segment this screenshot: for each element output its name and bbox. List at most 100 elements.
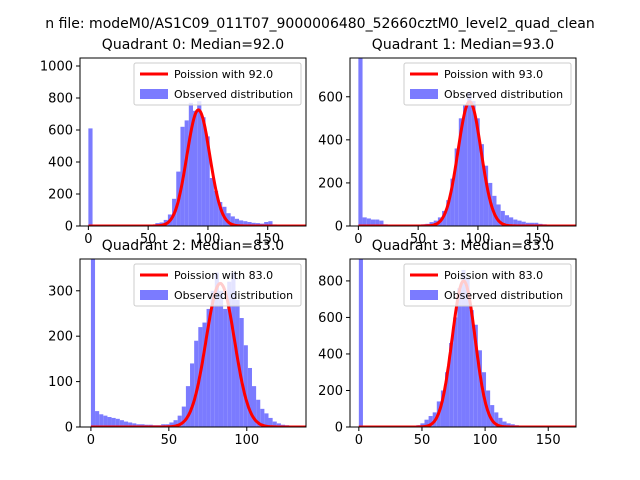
x-tick-label: 0 [355,433,363,448]
axes-frame [79,258,307,428]
hist-bar [272,421,277,427]
hist-bar [184,120,189,226]
legend-label-poisson: Poission with 93.0 [444,68,543,81]
y-tick-label: 0 [65,220,73,235]
legend: Poission with 93.0 Observed distribution [403,62,572,106]
legend-label-observed: Observed distribution [174,289,293,302]
hist-bar [467,92,472,226]
y-tick-label: 1000 [40,60,73,75]
x-tick-label: 100 [234,433,259,448]
hist-bar [247,222,252,226]
axes-frame [349,57,577,227]
legend-box [403,263,572,307]
hist-bar [450,178,455,226]
hist-bar [529,222,535,226]
hist-bar [483,165,489,226]
hist-bar [226,213,231,226]
hist-bar [243,345,248,427]
hist-bar [506,423,511,427]
legend: Poission with 92.0 Observed distribution [133,62,302,106]
hist-bar [227,281,232,427]
x-tick-label: 0 [354,232,362,247]
hist-bar [251,222,256,226]
hist-bar [268,221,273,226]
hist-bar [471,101,476,226]
y-tick-label: 0 [65,421,73,436]
x-tick-label: 50 [140,232,157,247]
hist-bar [370,219,376,226]
x-tick-label: 100 [196,232,221,247]
hist-bar [264,222,269,226]
hist-bar [440,390,446,427]
x-tick-label: 150 [255,232,280,247]
hist-bar [513,219,518,226]
hist-bar [504,215,510,226]
legend-label-observed: Observed distribution [444,289,563,302]
hist-bar [169,422,174,427]
y-tick-label: 800 [48,92,73,107]
hist-bar [494,412,499,427]
hist-bar [214,272,219,427]
hist-bar [473,324,478,427]
hist-bar [445,372,450,427]
y-tick-label: 200 [48,330,73,345]
hist-bar [247,367,252,427]
hist-bar [251,386,257,427]
hist-bar [197,101,202,226]
legend-box [133,263,302,307]
hist-bar [509,217,514,226]
hist-bar [479,144,484,226]
hist-bar [256,399,261,427]
hist-bar [194,340,199,427]
hist-bar [268,417,273,427]
y-tick-label: 200 [318,176,343,191]
hist-bar [132,423,137,427]
hist-bar [477,350,482,427]
hist-bar [231,272,236,427]
hist-bar [453,317,458,427]
hist-bar [230,216,235,226]
hist-bar [128,422,133,427]
hist-bar [201,117,206,226]
hist-bar [213,190,219,226]
hist-bar [461,269,466,427]
subplot-quadrant-0: 0 50 100 150 0 200 400 600 800 1000 Quadrant 0: Me… [40,37,307,247]
hist-bar [260,408,265,427]
legend: Poission with 83.0 Observed distribution [133,263,302,307]
x-tick-label: 150 [525,232,550,247]
hist-bar [521,221,526,226]
subplot-quadrant-1: 0 50 100 150 0 200 400 600 Quadrant 1: Median=93… [318,37,577,247]
hist-bar [428,416,433,427]
axes-frame [79,57,307,227]
hist-bar [500,210,505,226]
hist-bar [234,218,240,226]
y-tick-label: 800 [318,274,343,289]
hist-bar [424,419,429,427]
hist-bar [475,118,480,226]
legend-box [403,62,572,106]
legend-label-poisson: Poission with 83.0 [174,269,273,282]
x-tick-label: 100 [466,232,491,247]
subplot-title: Quadrant 1: Median=93.0 [372,37,554,53]
subplot-quadrant-2: 0 50 100 0 100 200 300 Quadrant 2: Median=83.0 P… [48,238,307,448]
hist-bar [119,420,124,427]
hist-bar [95,411,100,427]
subplot-title: Quadrant 2: Median=83.0 [102,238,284,254]
hist-bar [103,415,108,427]
hist-bar [209,178,214,226]
hist-bar [502,421,507,427]
hist-bar [218,202,223,226]
y-tick-label: 600 [48,124,73,139]
y-tick-label: 0 [335,220,343,235]
x-tick-label: 50 [161,433,178,448]
x-tick-label: 50 [410,232,427,247]
y-tick-label: 200 [48,188,73,203]
legend-patch-swatch [140,290,168,300]
histogram-bars [88,101,302,226]
hist-bar [362,217,367,226]
subplot-title: Quadrant 3: Median=83.0 [372,238,554,254]
hist-bar [446,200,451,226]
hist-bar [88,128,93,226]
hist-bar [358,259,363,427]
legend-patch-swatch [140,89,168,99]
